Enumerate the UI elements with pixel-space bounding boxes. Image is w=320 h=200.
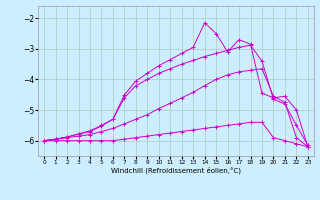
X-axis label: Windchill (Refroidissement éolien,°C): Windchill (Refroidissement éolien,°C) [111, 167, 241, 174]
